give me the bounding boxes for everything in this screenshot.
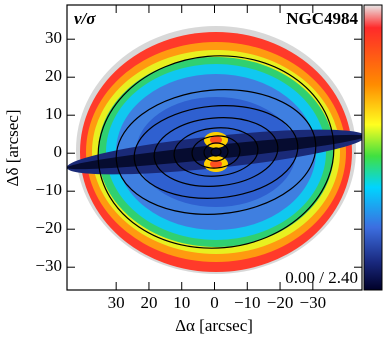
x-tick-label: 30 — [108, 293, 125, 312]
y-axis-label: Δδ [arcsec] — [3, 110, 22, 187]
colorbar — [363, 4, 383, 291]
velocity-map — [67, 26, 362, 274]
x-tick-label: −10 — [234, 293, 261, 312]
y-tick-label: 30 — [45, 28, 62, 47]
y-tick-label: 10 — [45, 104, 62, 123]
y-tick-label: −10 — [35, 180, 62, 199]
y-tick-label: 20 — [45, 66, 62, 85]
map-label: v/σ — [74, 9, 96, 28]
annotation: 0.00 / 2.40 — [285, 268, 358, 287]
x-axis-label: Δα [arcsec] — [175, 316, 253, 335]
y-tick-label: −20 — [35, 218, 62, 237]
x-tick-label: 20 — [140, 293, 157, 312]
y-tick-label: 0 — [54, 142, 63, 161]
chart-title: NGC4984 — [286, 9, 358, 28]
x-tick-label: −30 — [300, 293, 327, 312]
x-tick-label: 0 — [210, 293, 219, 312]
y-tick-label: −30 — [35, 256, 62, 275]
x-tick-label: −20 — [267, 293, 294, 312]
x-tick-label: 10 — [173, 293, 190, 312]
